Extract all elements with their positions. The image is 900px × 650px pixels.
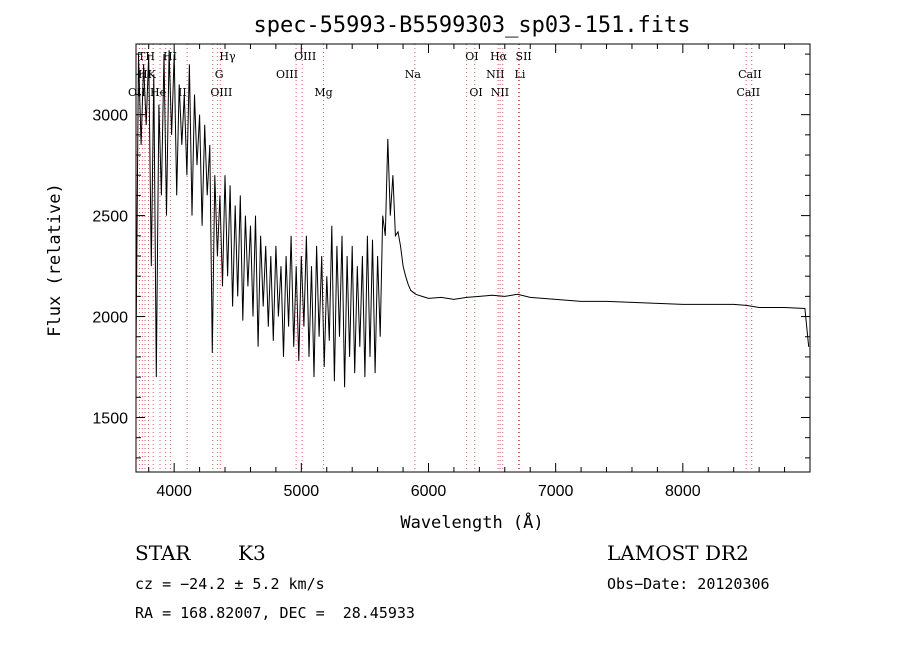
plot-frame	[135, 43, 811, 473]
feature-label: OII	[128, 86, 146, 99]
redshift-cz: cz = −24.2 ± 5.2 km/s	[135, 575, 325, 593]
x-tick-label: 4000	[156, 483, 192, 500]
feature-label: OIII	[276, 68, 298, 81]
feature-label: Mg	[314, 86, 332, 99]
coordinates: RA = 168.82007, DEC = 28.45933	[135, 604, 415, 622]
plot-area: 4000 5000 6000 7000 80001500200025003000HγGO…	[92, 43, 811, 500]
feature-label: HK	[138, 68, 157, 81]
feature-label: OI	[465, 50, 478, 63]
x-tick-label: 5000	[284, 483, 320, 500]
feature-label: Hγ	[219, 50, 236, 63]
feature-label: OIII	[294, 50, 316, 63]
feature-label: G	[215, 68, 224, 81]
feature-label: SII	[516, 50, 532, 63]
y-axis-label: Flux (relative)	[45, 183, 65, 337]
survey-name: LAMOST DR2	[607, 541, 749, 565]
x-axis-label: Wavelength (Å)	[400, 511, 543, 533]
feature-label: Na	[405, 68, 422, 81]
x-tick-label: 7000	[538, 483, 574, 500]
object-class: STAR	[135, 541, 191, 565]
feature-label: OI	[469, 86, 482, 99]
x-tick-label: 8000	[665, 483, 701, 500]
feature-label: TH	[138, 50, 155, 63]
y-tick-label: 2000	[92, 310, 128, 327]
spectrum-chart: spec-55993-B5599303_sp03-151.fits 4000 50…	[45, 13, 811, 533]
feature-label: CaII	[738, 68, 762, 81]
feature-label: NII	[486, 68, 504, 81]
chart-title: spec-55993-B5599303_sp03-151.fits	[253, 13, 690, 38]
observation-date: Obs−Date: 20120306	[607, 575, 770, 593]
y-tick-label: 1500	[92, 410, 128, 427]
y-tick-label: 2500	[92, 209, 128, 226]
feature-label: HI	[163, 50, 177, 63]
feature-label: OIII	[210, 86, 232, 99]
object-subclass: K3	[238, 541, 266, 565]
feature-label: CaII	[736, 86, 760, 99]
feature-label: Li	[515, 68, 526, 81]
x-tick-label: 6000	[411, 483, 447, 500]
feature-label: Hα	[490, 50, 508, 63]
y-tick-label: 3000	[92, 108, 128, 125]
feature-label: II	[178, 86, 187, 99]
feature-label: He	[150, 86, 166, 99]
feature-label: NII	[491, 86, 509, 99]
spectrum-line	[135, 50, 810, 388]
